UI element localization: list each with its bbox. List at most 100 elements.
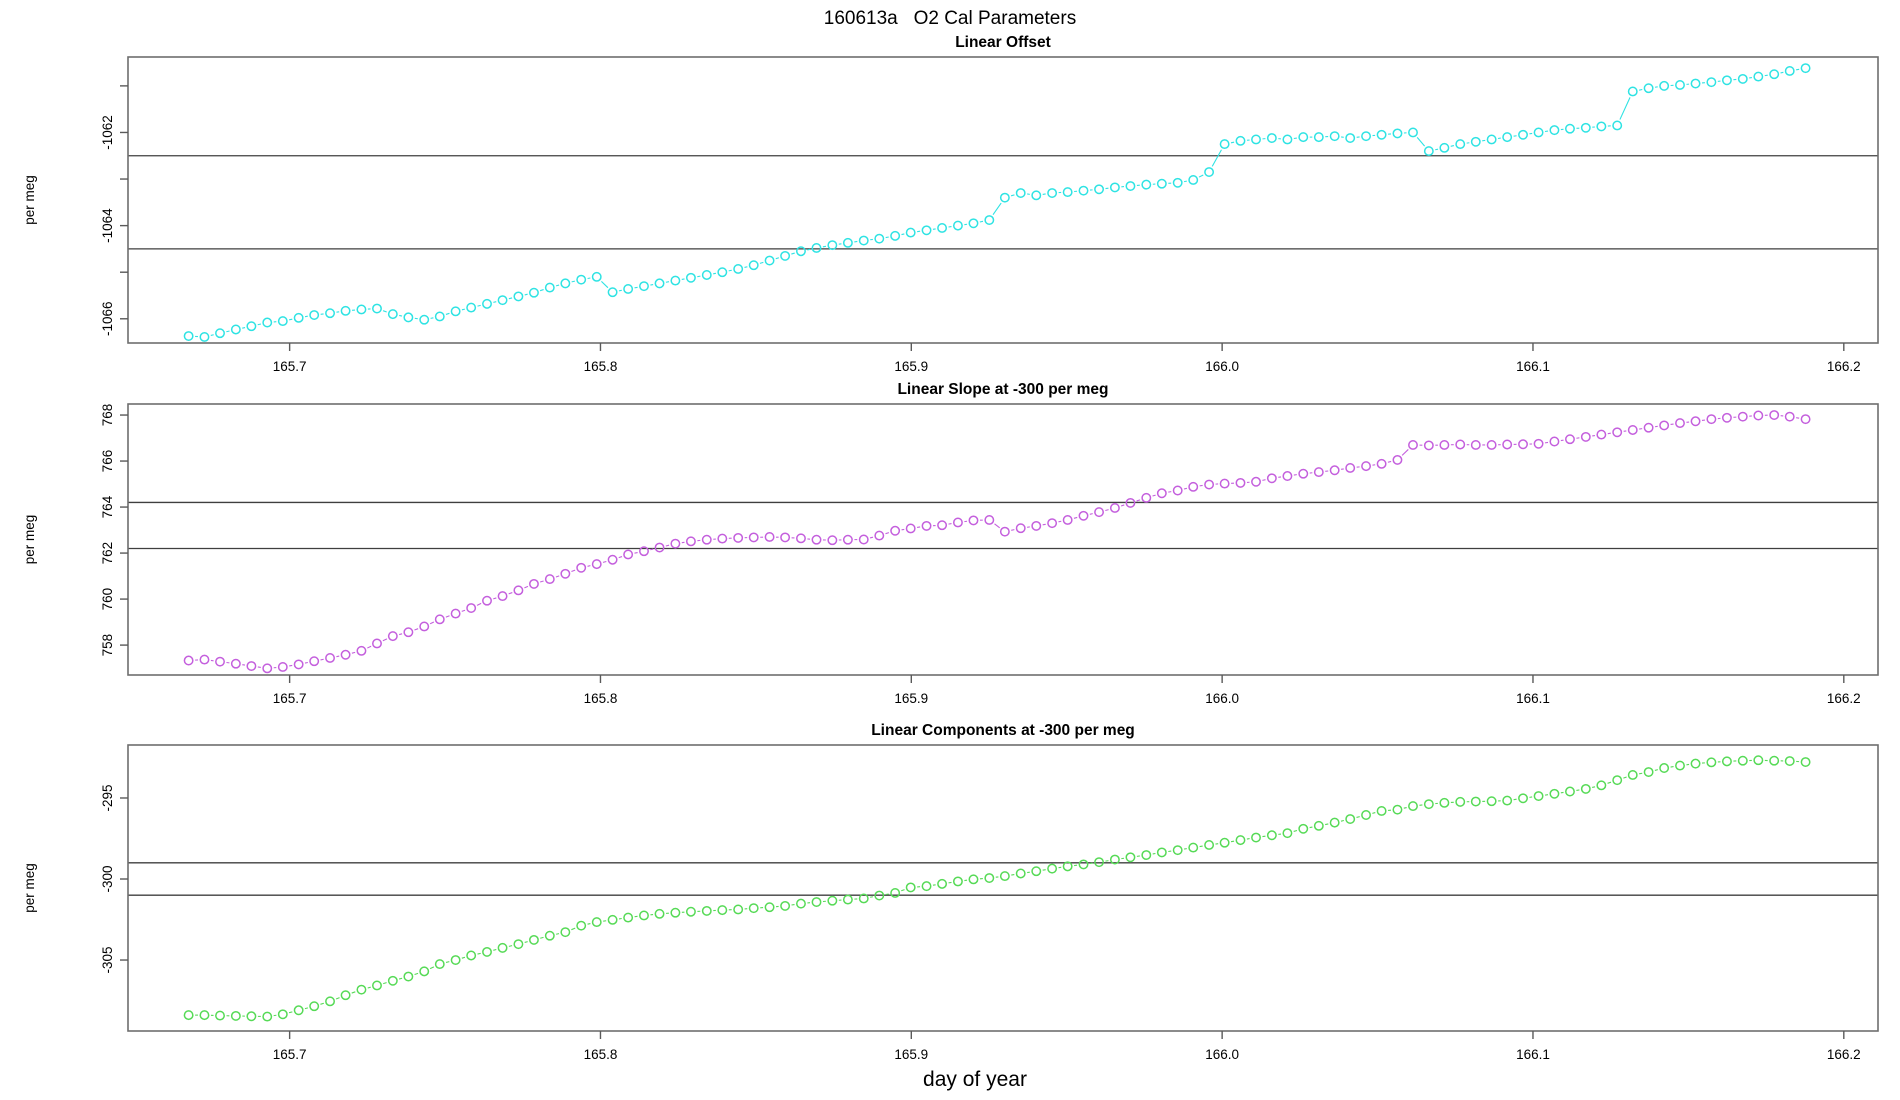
data-point [921,881,932,892]
data-point [497,591,508,602]
data-point [1580,431,1591,442]
x-tick-label: 166.0 [1205,1047,1239,1062]
data-point [1549,125,1560,136]
connector-segment [524,941,528,943]
data-point [1125,181,1136,191]
data-point [1219,837,1230,848]
data-point [984,873,995,883]
data-point [1737,73,1748,84]
x-tick-label: 166.2 [1827,1047,1861,1062]
data-point [1753,71,1764,82]
data-point [1455,139,1466,150]
data-point [372,980,382,991]
data-point [639,910,649,921]
data-point [1094,857,1104,868]
connector-segment [1211,149,1222,167]
data-point [1235,477,1246,488]
data-point [1690,78,1701,89]
data-point [1486,134,1497,145]
connector-segment [461,609,466,612]
connector-segment [524,293,528,296]
connector-segment [822,245,827,248]
series-lines [195,759,1800,1017]
figure-title: 160613a O2 Cal Parameters [823,8,1077,29]
y-tick-label: 760 [100,588,115,611]
connector-segment [383,982,387,985]
data-point [356,984,367,995]
y-axis-label: per meg [22,863,37,913]
data-point [1282,134,1293,145]
connector-segment [320,1002,324,1005]
data-point [1769,410,1780,420]
data-point [952,517,963,528]
data-point [968,874,979,885]
connector-segment [618,289,622,292]
data-point [1486,796,1497,807]
data-point [1047,518,1058,529]
data-point [654,542,665,553]
panel-title: Linear Components at -300 per meg [871,722,1135,739]
data-point [1188,842,1199,853]
data-point [1612,427,1623,438]
data-point [1423,440,1434,451]
connector-segment [555,575,560,578]
y-tick-label: -1066 [100,302,115,337]
data-point [1392,128,1403,139]
connector-segment [1416,137,1426,147]
data-point [1251,832,1261,843]
data-point [482,595,492,606]
data-point [1361,461,1372,472]
connector-segment [288,1011,293,1014]
data-point [717,267,728,278]
data-point [937,222,948,233]
connector-segment [571,927,576,931]
connector-segment [634,551,638,554]
data-point [1094,507,1104,518]
connector-segment [901,889,905,892]
data-point [1329,817,1340,828]
x-tick-label: 166.2 [1827,359,1861,374]
y-tick-label: -1062 [100,115,115,150]
data-point [215,328,225,339]
data-point [340,990,351,1001]
y-axis-label: per meg [22,175,37,225]
data-point [701,905,712,916]
data-point [1549,788,1560,799]
connector-segment [601,280,609,289]
data-point [1753,755,1764,766]
data-point [1015,523,1026,534]
connector-segment [618,556,623,559]
connector-segment [1042,523,1046,526]
connector-segment [289,318,293,321]
x-tick-label: 165.9 [894,359,928,374]
data-point [921,520,932,531]
x-tick-label: 165.8 [584,359,618,374]
y-tick-label: 768 [100,404,115,427]
data-point [827,895,838,906]
connector-segment [869,536,874,539]
data-point [1690,758,1701,769]
connector-segment [508,945,513,947]
connector-segment [477,304,481,307]
data-point [1784,411,1795,422]
data-point [858,534,869,545]
data-point [1643,422,1654,433]
data-point [277,316,288,327]
data-point [1392,804,1403,815]
data-point [1690,416,1701,427]
data-point [685,536,696,547]
data-point [952,876,963,887]
data-point [1439,142,1450,153]
data-point [1313,132,1324,143]
connector-segment [1450,145,1455,147]
data-point [1408,439,1418,450]
connector-segment [304,1007,309,1010]
connector-segment [1372,812,1376,814]
connector-segment [1639,772,1643,775]
data-point [262,317,273,328]
data-point [1706,77,1717,88]
data-point [262,663,273,674]
data-point [1675,418,1685,429]
connector-segment [1183,487,1188,490]
data-point [905,523,916,534]
